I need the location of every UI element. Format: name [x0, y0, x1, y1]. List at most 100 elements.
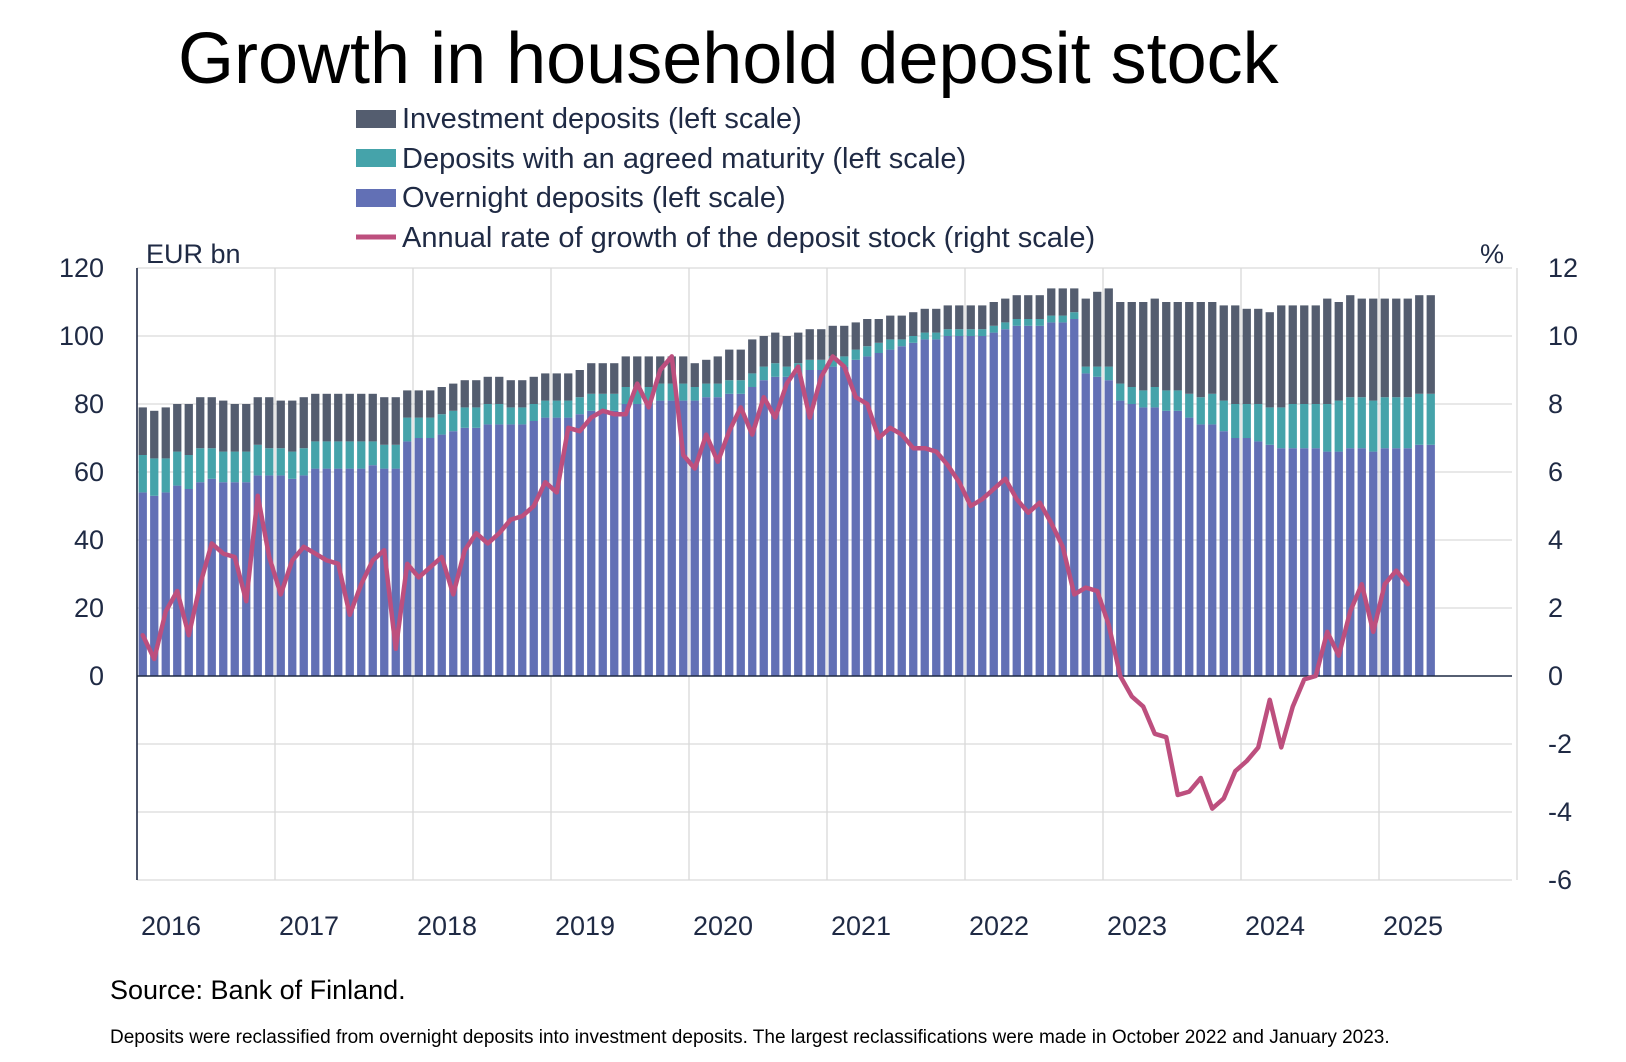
- agreed-maturity-bar: [1334, 400, 1343, 452]
- investment-deposits-bar: [1426, 295, 1435, 394]
- investment-deposits-bar: [1162, 302, 1171, 391]
- agreed-maturity-bar: [1173, 390, 1182, 411]
- investment-deposits-bar: [518, 380, 527, 408]
- investment-deposits-bar: [1127, 302, 1136, 387]
- investment-deposits-bar: [1346, 295, 1355, 398]
- investment-deposits-bar: [1104, 288, 1113, 367]
- investment-deposits-bar: [575, 370, 584, 398]
- agreed-maturity-bar: [230, 451, 239, 483]
- agreed-maturity-bar: [1403, 397, 1412, 449]
- overnight-deposits-bar: [1254, 441, 1263, 676]
- right-tick-label: -6: [1548, 865, 1572, 895]
- legend-label-agreed-maturity: Deposits with an agreed maturity (left s…: [402, 143, 966, 175]
- investment-deposits-bar: [1070, 288, 1079, 313]
- agreed-maturity-bar: [828, 356, 837, 367]
- overnight-deposits-bar: [380, 468, 389, 676]
- agreed-maturity-bar: [161, 458, 170, 493]
- agreed-maturity-bar: [265, 448, 274, 476]
- left-tick-label: 100: [59, 321, 104, 351]
- overnight-deposits-bar: [920, 339, 929, 676]
- investment-deposits-bar: [184, 404, 193, 455]
- agreed-maturity-bar: [368, 441, 377, 466]
- agreed-maturity-bar: [1357, 397, 1366, 449]
- investment-deposits-bar: [1357, 298, 1366, 398]
- investment-deposits-bar: [920, 308, 929, 333]
- overnight-deposits-bar: [828, 366, 837, 676]
- agreed-maturity-bar: [1139, 390, 1148, 408]
- investment-deposits-bar: [874, 319, 883, 343]
- agreed-maturity-bar: [219, 451, 228, 483]
- investment-deposits-bar: [1058, 288, 1067, 316]
- agreed-maturity-bar: [1001, 322, 1010, 330]
- left-axis-unit: EUR bn: [146, 239, 241, 269]
- growth-line-layer: [140, 354, 1410, 811]
- investment-deposits-bar: [598, 363, 607, 394]
- agreed-maturity-bar: [587, 393, 596, 411]
- overnight-deposits-bar: [794, 373, 803, 676]
- investment-deposits-bar: [702, 359, 711, 384]
- investment-deposits-bar: [1150, 298, 1159, 387]
- agreed-maturity-bar: [518, 407, 527, 425]
- investment-deposits-bar: [1392, 298, 1401, 398]
- overnight-deposits-bar: [138, 492, 147, 676]
- investment-deposits-bar: [679, 356, 688, 384]
- overnight-deposits-bar: [483, 424, 492, 676]
- investment-deposits-bar: [713, 356, 722, 384]
- overnight-deposits-bar: [1311, 448, 1320, 676]
- overnight-deposits-bar: [403, 441, 412, 676]
- agreed-maturity-bar: [1024, 319, 1033, 326]
- agreed-maturity-bar: [1150, 387, 1159, 408]
- investment-deposits-bar: [759, 336, 768, 367]
- investment-deposits-bar: [357, 393, 366, 442]
- overnight-deposits-bar: [610, 410, 619, 676]
- investment-deposits-bar: [1288, 305, 1297, 404]
- agreed-maturity-bar: [909, 336, 918, 343]
- agreed-maturity-bar: [1219, 400, 1228, 432]
- investment-deposits-bar: [495, 376, 504, 404]
- agreed-maturity-bar: [874, 342, 883, 353]
- overnight-deposits-bar: [1231, 438, 1240, 676]
- overnight-deposits-bar: [955, 336, 964, 676]
- investment-deposits-bar: [299, 397, 308, 449]
- agreed-maturity-bar: [805, 359, 814, 370]
- agreed-maturity-bar: [978, 329, 987, 336]
- right-tick-label: 4: [1548, 525, 1563, 555]
- agreed-maturity-bar: [1127, 387, 1136, 404]
- agreed-maturity-bar: [1104, 366, 1113, 381]
- axes: [136, 268, 1512, 880]
- left-axis-ticks: 120 100 80 60 40 20 0: [59, 253, 104, 691]
- investment-deposits-bar: [966, 305, 975, 330]
- agreed-maturity-bar: [184, 455, 193, 489]
- overnight-deposits-bar: [495, 424, 504, 676]
- investment-deposits-bar: [1081, 298, 1090, 367]
- investment-deposits-bar: [1334, 302, 1343, 401]
- agreed-maturity-bar: [1265, 407, 1274, 445]
- overnight-deposits-bar: [886, 349, 895, 676]
- overnight-deposits-bar: [782, 376, 791, 676]
- agreed-maturity-bar: [506, 407, 515, 425]
- investment-deposits-bar: [736, 349, 745, 381]
- overnight-deposits-bar: [1139, 407, 1148, 676]
- overnight-deposits-bar: [253, 475, 262, 676]
- agreed-maturity-bar: [713, 383, 722, 398]
- investment-deposits-bar: [897, 315, 906, 340]
- investment-deposits-bar: [1012, 295, 1021, 319]
- investment-deposits-bar: [1173, 302, 1182, 391]
- overnight-deposits-bar: [1116, 400, 1125, 676]
- agreed-maturity-bar: [1196, 397, 1205, 425]
- overnight-deposits-bar: [414, 438, 423, 676]
- overnight-deposits-bar: [932, 339, 941, 676]
- agreed-maturity-bar: [495, 404, 504, 425]
- investment-deposits-bar: [621, 356, 630, 387]
- overnight-deposits-bar: [1392, 448, 1401, 676]
- investment-deposits-bar: [276, 400, 285, 449]
- legend-swatch-investment: [356, 110, 396, 128]
- x-tick-label: 2024: [1245, 911, 1305, 941]
- agreed-maturity-bar: [1392, 397, 1401, 449]
- agreed-maturity-bar: [621, 387, 630, 404]
- overnight-deposits-bar: [736, 393, 745, 676]
- agreed-maturity-bar: [702, 383, 711, 398]
- agreed-maturity-bar: [1415, 393, 1424, 445]
- agreed-maturity-bar: [667, 383, 676, 401]
- agreed-maturity-bar: [1081, 366, 1090, 374]
